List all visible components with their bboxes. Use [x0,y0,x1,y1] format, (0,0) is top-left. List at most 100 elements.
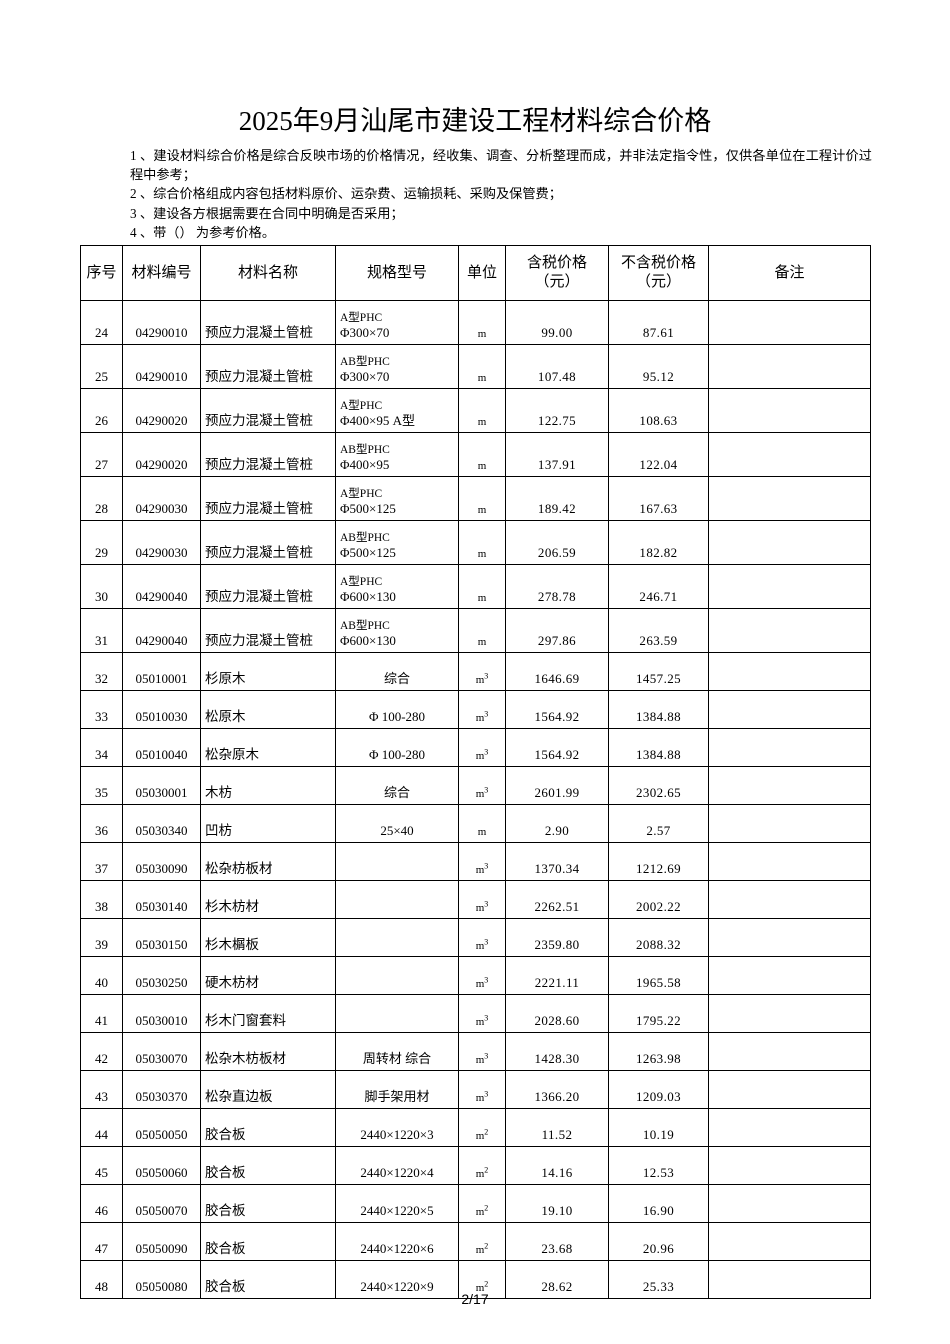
table-row[interactable]: 47 05050090 胶合板 2440×1220×6 m2 23.68 20.96 [80,1222,871,1261]
cell-code: 05050090 [122,1222,201,1261]
table-row[interactable]: 33 05010030 松原木 Φ 100-280 m3 1564.92 1384.88 [80,690,871,729]
cell-remark [708,766,871,805]
cell-notax-price: 1209.03 [608,1070,709,1109]
cell-tax-price: 11.52 [505,1108,609,1147]
cell-notax-price: 122.04 [608,432,709,477]
cell-notax-price: 1384.88 [608,728,709,767]
table-row[interactable]: 35 05030001 木枋 综合 m3 2601.99 2302.65 [80,766,871,805]
cell-code: 05050050 [122,1108,201,1147]
unit-base: m [475,1054,485,1066]
cell-tax-price: 1428.30 [505,1032,609,1071]
spec-dimension-label: Φ300×70 [340,369,390,384]
cell-unit: m3 [458,842,506,881]
cell-spec: Φ 100-280 [335,728,459,767]
cell-tax-price: 14.16 [505,1146,609,1185]
unit-exponent: 3 [484,899,489,909]
table-row[interactable]: 29 04290030 预应力混凝土管桩 AB型PHC Φ500×125 m 206.59 1… [80,520,871,565]
cell-code: 05050080 [122,1260,201,1299]
cell-name: 凹枋 [200,804,336,843]
table-row[interactable]: 32 05010001 杉原木 综合 m3 1646.69 1457.25 [80,652,871,691]
cell-notax-price: 10.19 [608,1108,709,1147]
table-row[interactable]: 31 04290040 预应力混凝土管桩 AB型PHC Φ600×130 m 297.86 2… [80,608,871,653]
cell-unit: m [458,564,506,609]
table-row[interactable]: 40 05030250 硬木枋材 m3 2221.11 1965.58 [80,956,871,995]
table-row[interactable]: 38 05030140 杉木枋材 m3 2262.51 2002.22 [80,880,871,919]
table-row[interactable]: 37 05030090 松杂枋板材 m3 1370.34 1212.69 [80,842,871,881]
table-row[interactable]: 41 05030010 杉木门窗套料 m3 2028.60 1795.22 [80,994,871,1033]
cell-code: 04290040 [122,608,201,653]
notes-block: 1 、建设材料综合价格是综合反映市场的价格情况，经收集、调查、分析整理而成，并非… [130,146,872,242]
cell-notax-price: 16.90 [608,1184,709,1223]
cell-unit: m [458,344,506,389]
cell-remark [708,388,871,433]
cell-notax-price: 108.63 [608,388,709,433]
cell-spec [335,956,459,995]
cell-notax-price: 1795.22 [608,994,709,1033]
cell-remark [708,652,871,691]
cell-spec: AB型PHC Φ300×70 [335,344,459,389]
cell-remark [708,520,871,565]
cell-tax-price: 2221.11 [505,956,609,995]
table-row[interactable]: 30 04290040 预应力混凝土管桩 A型PHC Φ600×130 m 278.78 24… [80,564,871,609]
cell-code: 05030340 [122,804,201,843]
table-row[interactable]: 44 05050050 胶合板 2440×1220×3 m2 11.52 10.19 [80,1108,871,1147]
cell-remark [708,476,871,521]
spec-type-label: A型PHC [340,488,383,500]
unit-exponent: 2 [484,1127,489,1137]
unit-base: m [477,416,487,428]
unit-exponent: 3 [484,975,489,985]
cell-spec: 2440×1220×5 [335,1184,459,1223]
cell-tax-price: 1564.92 [505,690,609,729]
table-row[interactable]: 39 05030150 杉木榍板 m3 2359.80 2088.32 [80,918,871,957]
cell-index: 39 [80,918,123,957]
unit-base: m [477,504,487,516]
cell-unit: m2 [458,1108,506,1147]
unit-base: m [475,1092,485,1104]
cell-remark [708,1032,871,1071]
cell-unit: m3 [458,1032,506,1071]
cell-tax-price: 2359.80 [505,918,609,957]
cell-tax-price: 2262.51 [505,880,609,919]
cell-unit: m3 [458,918,506,957]
cell-code: 05010030 [122,690,201,729]
spec-dimension-label: Φ500×125 [340,545,396,560]
cell-spec: 周转材 综合 [335,1032,459,1071]
table-row[interactable]: 25 04290010 预应力混凝土管桩 AB型PHC Φ300×70 m 107.48 95… [80,344,871,389]
spec-dimension-label: Φ500×125 [340,501,396,516]
note-item-1: 1 、建设材料综合价格是综合反映市场的价格情况，经收集、调查、分析整理而成，并非… [130,148,872,183]
cell-unit: m3 [458,652,506,691]
table-row[interactable]: 45 05050060 胶合板 2440×1220×4 m2 14.16 12.53 [80,1146,871,1185]
cell-index: 33 [80,690,123,729]
unit-exponent: 3 [484,709,489,719]
table-row[interactable]: 36 05030340 凹枋 25×40 m 2.90 2.57 [80,804,871,843]
cell-remark [708,690,871,729]
cell-name: 松原木 [200,690,336,729]
note-item-3: 3 、建设各方根据需要在合同中明确是否采用； [130,205,404,221]
cell-unit: m [458,300,506,345]
cell-spec: 2440×1220×3 [335,1108,459,1147]
cell-unit: m3 [458,728,506,767]
table-row[interactable]: 43 05030370 松杂直边板 脚手架用材 m3 1366.20 1209.03 [80,1070,871,1109]
cell-spec: 综合 [335,652,459,691]
table-row[interactable]: 34 05010040 松杂原木 Φ 100-280 m3 1564.92 1384.88 [80,728,871,767]
table-row[interactable]: 27 04290020 预应力混凝土管桩 AB型PHC Φ400×95 m 137.91 12… [80,432,871,477]
cell-tax-price: 137.91 [505,432,609,477]
table-row[interactable]: 48 05050080 胶合板 2440×1220×9 m2 28.62 25.33 [80,1260,871,1299]
cell-unit: m [458,476,506,521]
table-row[interactable]: 42 05030070 松杂木枋板材 周转材 综合 m3 1428.30 1263.98 [80,1032,871,1071]
cell-notax-price: 1212.69 [608,842,709,881]
table-row[interactable]: 46 05050070 胶合板 2440×1220×5 m2 19.10 16.90 [80,1184,871,1223]
cell-tax-price: 107.48 [505,344,609,389]
unit-base: m [475,1206,485,1218]
cell-spec: 脚手架用材 [335,1070,459,1109]
cell-spec: A型PHC Φ500×125 [335,476,459,521]
cell-spec: 2440×1220×4 [335,1146,459,1185]
cell-unit: m [458,432,506,477]
table-row[interactable]: 28 04290030 预应力混凝土管桩 A型PHC Φ500×125 m 189.42 16… [80,476,871,521]
cell-unit: m [458,520,506,565]
table-row[interactable]: 24 04290010 预应力混凝土管桩 A型PHC Φ300×70 m 99.00 87.6… [80,300,871,345]
cell-index: 25 [80,344,123,389]
table-row[interactable]: 26 04290020 预应力混凝土管桩 A型PHC Φ400×95 A型 m 122.75… [80,388,871,433]
cell-notax-price: 1457.25 [608,652,709,691]
cell-notax-price: 12.53 [608,1146,709,1185]
